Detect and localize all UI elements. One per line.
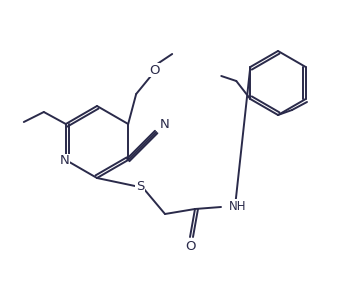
Text: O: O: [149, 63, 160, 77]
Text: N: N: [60, 155, 70, 167]
Text: O: O: [185, 239, 195, 253]
Text: N: N: [159, 117, 169, 131]
Text: NH: NH: [229, 199, 246, 213]
Text: S: S: [136, 180, 144, 192]
